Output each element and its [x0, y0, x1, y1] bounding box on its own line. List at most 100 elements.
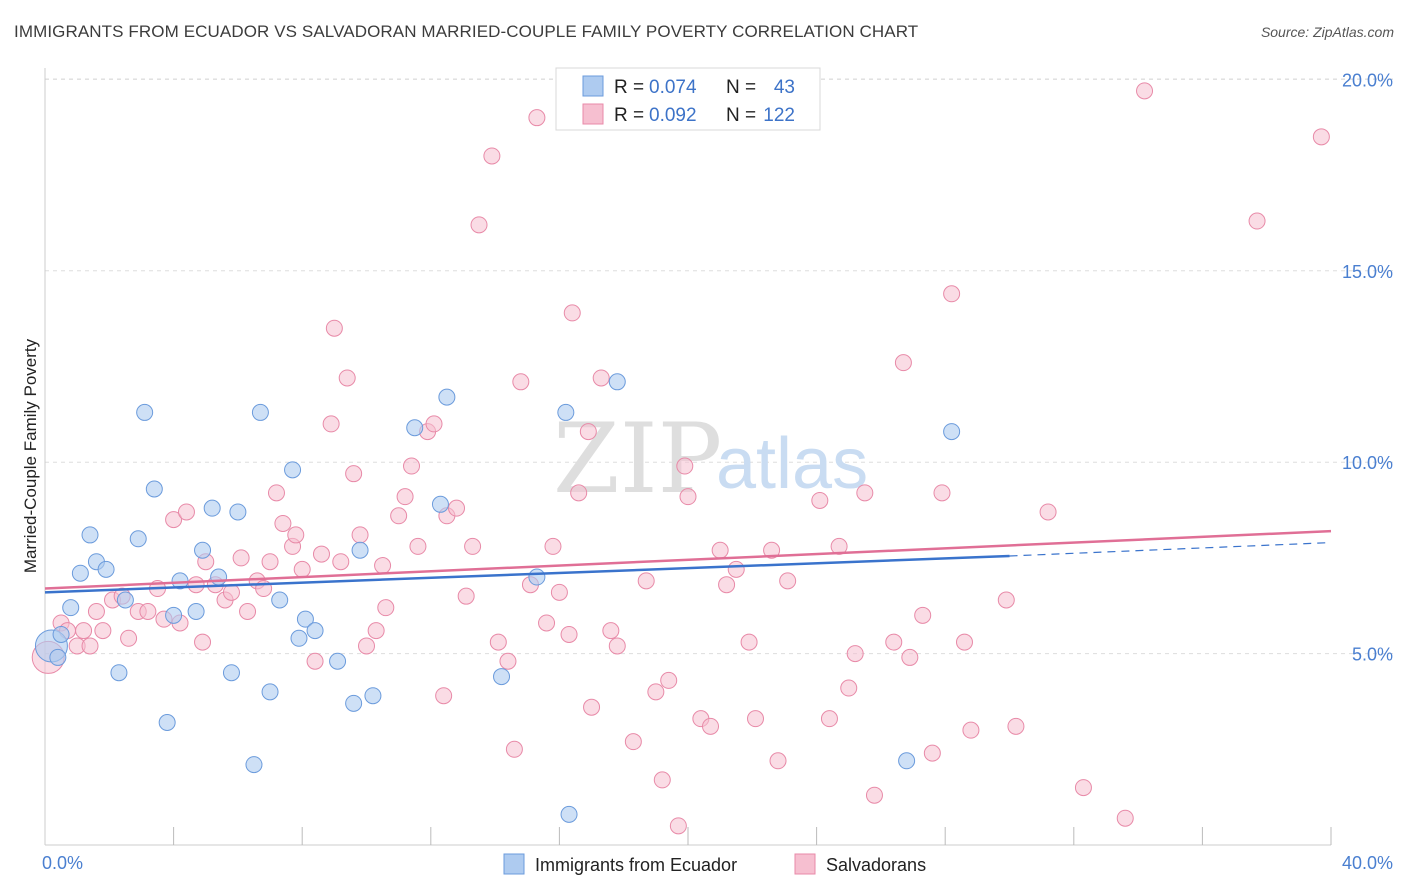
salvadorans-point [820, 710, 838, 728]
ecuador-point [49, 648, 67, 666]
salvadorans-point [470, 216, 488, 234]
salvadorans-point [885, 633, 903, 651]
salvadorans-point [332, 553, 350, 571]
salvadorans-point [374, 557, 392, 575]
ecuador-point [493, 668, 511, 686]
x-tick-label-max: 40.0% [1342, 853, 1393, 873]
ecuador-point [129, 530, 147, 548]
salvadorans-point [435, 687, 453, 705]
ecuador-point [97, 560, 115, 578]
salvadorans-point [396, 488, 414, 506]
salvadorans-point [592, 369, 610, 387]
salvadorans-point [779, 572, 797, 590]
salvadorans-point [345, 465, 363, 483]
bottom-legend-swatch-salvadorans [794, 853, 816, 875]
legend-r-value-ecuador: 0.074 [649, 77, 697, 98]
ecuador-point [229, 503, 247, 521]
salvadorans-point [579, 423, 597, 441]
salvadorans-point [194, 633, 212, 651]
salvadorans-point [943, 285, 961, 303]
salvadorans-point [325, 319, 343, 337]
salvadorans-point [718, 576, 736, 594]
salvadorans-point [177, 503, 195, 521]
salvadorans-point [1074, 779, 1092, 797]
salvadorans-point [94, 622, 112, 640]
ecuador-point [528, 568, 546, 586]
salvadorans-point [81, 637, 99, 655]
ecuador-trend-line [44, 554, 1010, 594]
salvadorans-point [489, 633, 507, 651]
salvadorans-point [239, 602, 257, 620]
ecuador-point [52, 625, 70, 643]
legend-r-value-salvadorans: 0.092 [649, 105, 697, 126]
salvadorans-point [312, 545, 330, 563]
salvadorans-point [711, 541, 729, 559]
salvadorans-point [763, 541, 781, 559]
salvadorans-point [769, 752, 787, 770]
salvadorans-point [660, 671, 678, 689]
ecuador-point [898, 752, 916, 770]
salvadorans-point [261, 553, 279, 571]
legend-swatch-salvadorans [582, 103, 604, 125]
legend-swatch-ecuador [582, 75, 604, 97]
watermark-atlas: atlas [716, 424, 868, 504]
ecuador-point [290, 629, 308, 647]
salvadorans-point [139, 602, 157, 620]
salvadorans-point [287, 526, 305, 544]
salvadorans-point [955, 633, 973, 651]
salvadorans-point [512, 373, 530, 391]
legend-n-label-ecuador: N = [726, 77, 756, 98]
ecuador-point [345, 694, 363, 712]
salvadorans-point [390, 507, 408, 525]
salvadorans-point [293, 560, 311, 578]
salvadorans-points [31, 82, 1330, 835]
salvadorans-point [538, 614, 556, 632]
ecuador-point [81, 526, 99, 544]
ecuador-point [187, 602, 205, 620]
salvadorans-point [120, 629, 138, 647]
ecuador-point [222, 664, 240, 682]
ecuador-point [136, 403, 154, 421]
salvadorans-point [997, 591, 1015, 609]
salvadorans-point [830, 537, 848, 555]
ecuador-point [943, 423, 961, 441]
ecuador-point [306, 622, 324, 640]
correlation-legend: R = 0.074 N = 43 R = 0.092 N = 122 [555, 67, 821, 131]
salvadorans-point [846, 645, 864, 663]
salvadorans-point [358, 637, 375, 655]
y-tick-label-15: 15.0% [1342, 262, 1393, 282]
salvadorans-point [409, 537, 427, 555]
salvadorans-point [679, 488, 697, 506]
ecuador-point [364, 687, 382, 705]
ecuador-point [560, 805, 578, 823]
salvadorans-point [367, 622, 385, 640]
ecuador-point [165, 606, 183, 624]
salvadorans-point [306, 652, 324, 670]
ecuador-points [34, 373, 961, 823]
salvadorans-point [1136, 82, 1154, 100]
salvadorans-point [1248, 212, 1266, 230]
salvadorans-point [894, 354, 912, 372]
salvadorans-point [87, 602, 105, 620]
ecuador-point [62, 599, 80, 617]
ecuador-point [351, 541, 369, 559]
salvadorans-point [1039, 503, 1057, 521]
salvadorans-point [528, 109, 546, 127]
ecuador-point [71, 564, 89, 582]
salvadorans-point [865, 786, 883, 804]
salvadorans-point [165, 511, 183, 529]
x-tick-label-min: 0.0% [42, 853, 83, 873]
salvadorans-point [550, 583, 568, 601]
salvadorans-point [1116, 809, 1134, 827]
salvadorans-point [727, 560, 745, 578]
salvadorans-point [583, 698, 601, 716]
salvadorans-point [637, 572, 655, 590]
ecuador-point [245, 756, 263, 774]
series-legend: Immigrants from Ecuador Salvadorans [503, 853, 926, 875]
salvadorans-point [377, 599, 395, 617]
salvadorans-point [351, 526, 369, 544]
ecuador-point [210, 568, 228, 586]
legend-n-value-ecuador: 43 [774, 77, 795, 98]
salvadorans-point [563, 304, 581, 322]
